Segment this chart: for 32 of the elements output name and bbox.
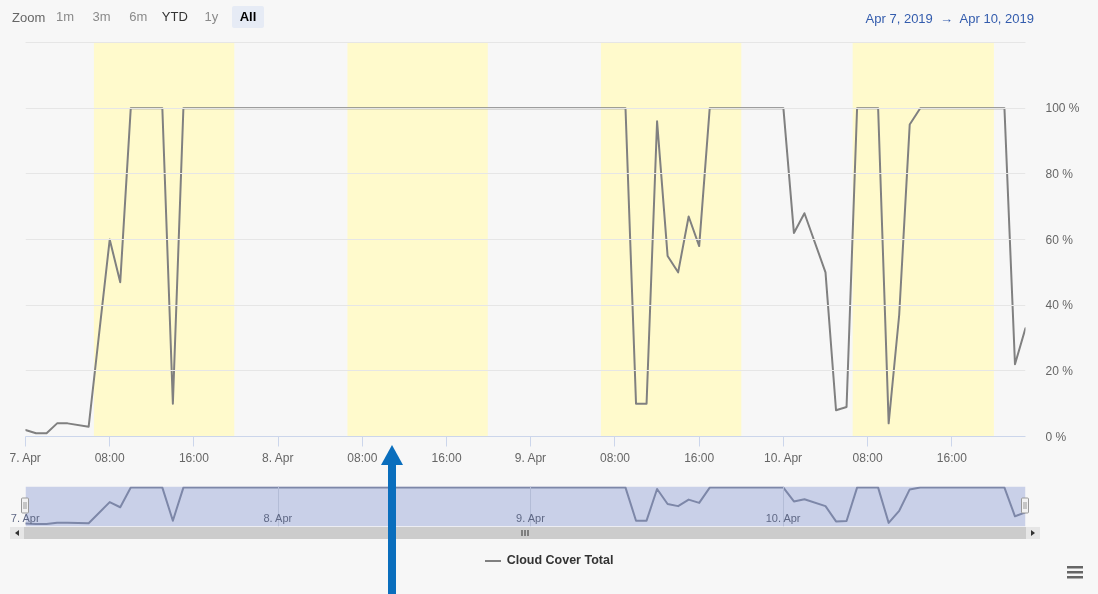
x-tick-label: 08:00 <box>94 450 126 465</box>
x-tick-label: 7. Apr <box>9 450 41 465</box>
x-tick-label: 16:00 <box>431 450 462 465</box>
legend-label: Cloud Cover Total <box>505 552 614 569</box>
x-tick-label: 7. Apr <box>10 511 40 524</box>
text: Zoom <box>12 9 46 27</box>
text: 1m <box>54 8 76 26</box>
x-tick-label: 16:00 <box>936 450 968 465</box>
y-tick-label: 0 % <box>1045 429 1067 444</box>
x-tick-label: 16:00 <box>684 450 715 465</box>
text: All <box>232 6 264 28</box>
x-tick-label: 08:00 <box>347 450 378 465</box>
line-series <box>25 107 1026 435</box>
x-tick-label: 08:00 <box>852 450 883 465</box>
x-tick-label: 10. Apr <box>764 450 803 465</box>
x-tick-label: 8. Apr <box>262 450 294 465</box>
x-tick-label: 16:00 <box>178 450 210 465</box>
y-tick-label: 60 % <box>1045 232 1074 247</box>
x-tick-label: 8. Apr <box>263 511 293 524</box>
y-tick-label: 40 % <box>1045 298 1074 313</box>
text: YTD <box>160 8 189 26</box>
x-tick-label: 9. Apr <box>514 450 547 465</box>
y-tick-label: 100 % <box>1045 101 1080 116</box>
text: 3m <box>91 8 112 26</box>
text: Apr 7, 2019 → Apr 10, 2019 <box>865 10 1034 28</box>
text: 1y <box>203 8 220 26</box>
x-tick-label: 10. Apr <box>765 511 801 524</box>
x-tick-label: 08:00 <box>599 450 631 465</box>
y-tick-label: 20 % <box>1045 363 1074 378</box>
x-tick-label: 9. Apr <box>516 511 546 524</box>
text: 6m <box>128 8 149 26</box>
y-tick-label: 80 % <box>1045 166 1074 181</box>
